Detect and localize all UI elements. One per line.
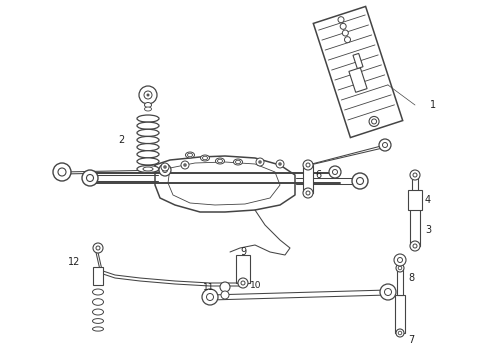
Circle shape bbox=[344, 37, 350, 43]
Circle shape bbox=[398, 331, 402, 335]
Circle shape bbox=[398, 266, 402, 270]
Ellipse shape bbox=[186, 152, 195, 158]
Circle shape bbox=[410, 170, 420, 180]
Bar bbox=[353, 53, 363, 69]
Circle shape bbox=[183, 163, 187, 167]
Ellipse shape bbox=[216, 158, 224, 164]
Ellipse shape bbox=[93, 327, 103, 331]
Circle shape bbox=[396, 329, 404, 337]
Circle shape bbox=[139, 86, 157, 104]
Circle shape bbox=[333, 170, 338, 175]
Ellipse shape bbox=[137, 122, 159, 129]
Bar bbox=[408, 190, 422, 210]
Circle shape bbox=[379, 139, 391, 151]
Circle shape bbox=[306, 191, 310, 195]
Text: 7: 7 bbox=[408, 335, 414, 345]
Bar bbox=[236, 255, 250, 283]
Bar bbox=[397, 268, 403, 295]
Ellipse shape bbox=[145, 103, 151, 108]
Text: 4: 4 bbox=[425, 195, 431, 205]
Bar bbox=[303, 165, 313, 193]
Circle shape bbox=[53, 163, 71, 181]
Circle shape bbox=[221, 291, 229, 299]
Circle shape bbox=[144, 91, 152, 99]
Circle shape bbox=[93, 243, 103, 253]
Circle shape bbox=[276, 160, 284, 168]
Circle shape bbox=[397, 257, 402, 262]
Bar bbox=[395, 295, 405, 333]
Ellipse shape bbox=[202, 156, 207, 160]
Text: 2: 2 bbox=[118, 135, 124, 145]
Circle shape bbox=[352, 173, 368, 189]
Bar bbox=[410, 208, 420, 246]
Bar bbox=[313, 6, 403, 138]
Circle shape bbox=[303, 160, 313, 170]
Ellipse shape bbox=[137, 151, 159, 158]
Ellipse shape bbox=[93, 309, 103, 315]
Circle shape bbox=[238, 278, 248, 288]
Text: 1: 1 bbox=[430, 100, 436, 110]
Circle shape bbox=[181, 161, 189, 169]
Circle shape bbox=[163, 167, 168, 172]
Bar bbox=[349, 68, 367, 92]
Circle shape bbox=[241, 281, 245, 285]
Text: 11: 11 bbox=[203, 283, 215, 292]
Ellipse shape bbox=[200, 155, 210, 161]
Ellipse shape bbox=[188, 153, 193, 157]
Circle shape bbox=[357, 177, 364, 185]
Circle shape bbox=[303, 188, 313, 198]
Circle shape bbox=[385, 288, 392, 296]
Circle shape bbox=[220, 282, 230, 292]
Circle shape bbox=[338, 17, 344, 23]
Circle shape bbox=[87, 175, 94, 181]
Ellipse shape bbox=[137, 136, 159, 144]
Circle shape bbox=[206, 293, 214, 301]
Circle shape bbox=[413, 173, 417, 177]
Circle shape bbox=[380, 284, 396, 300]
Circle shape bbox=[369, 116, 379, 126]
Ellipse shape bbox=[218, 159, 222, 163]
Ellipse shape bbox=[234, 159, 243, 165]
Ellipse shape bbox=[93, 299, 103, 305]
Text: 6: 6 bbox=[315, 170, 321, 180]
Circle shape bbox=[278, 162, 282, 166]
Bar bbox=[93, 267, 103, 285]
Ellipse shape bbox=[137, 166, 159, 172]
Circle shape bbox=[258, 160, 262, 164]
Circle shape bbox=[371, 119, 377, 124]
Circle shape bbox=[396, 264, 404, 272]
Circle shape bbox=[394, 254, 406, 266]
Ellipse shape bbox=[93, 319, 103, 323]
Ellipse shape bbox=[137, 115, 159, 122]
Ellipse shape bbox=[137, 129, 159, 136]
Circle shape bbox=[413, 244, 417, 248]
Ellipse shape bbox=[137, 144, 159, 151]
Circle shape bbox=[147, 94, 149, 96]
Circle shape bbox=[82, 170, 98, 186]
Circle shape bbox=[58, 168, 66, 176]
Circle shape bbox=[161, 163, 169, 171]
Circle shape bbox=[340, 23, 346, 30]
Text: 10: 10 bbox=[250, 280, 262, 289]
Circle shape bbox=[329, 166, 341, 178]
Ellipse shape bbox=[93, 289, 103, 295]
Circle shape bbox=[410, 241, 420, 251]
Circle shape bbox=[343, 30, 348, 36]
Circle shape bbox=[163, 165, 167, 169]
Ellipse shape bbox=[236, 160, 241, 164]
Circle shape bbox=[383, 143, 388, 148]
Circle shape bbox=[159, 164, 171, 176]
Text: 9: 9 bbox=[240, 247, 246, 257]
Ellipse shape bbox=[137, 158, 159, 165]
Text: 12: 12 bbox=[68, 257, 80, 267]
Ellipse shape bbox=[143, 167, 153, 171]
Circle shape bbox=[306, 163, 310, 167]
Circle shape bbox=[256, 158, 264, 166]
Circle shape bbox=[96, 246, 100, 250]
Ellipse shape bbox=[145, 107, 151, 111]
Text: 8: 8 bbox=[408, 273, 414, 283]
Circle shape bbox=[202, 289, 218, 305]
Bar bbox=[412, 175, 418, 208]
Text: 3: 3 bbox=[425, 225, 431, 235]
